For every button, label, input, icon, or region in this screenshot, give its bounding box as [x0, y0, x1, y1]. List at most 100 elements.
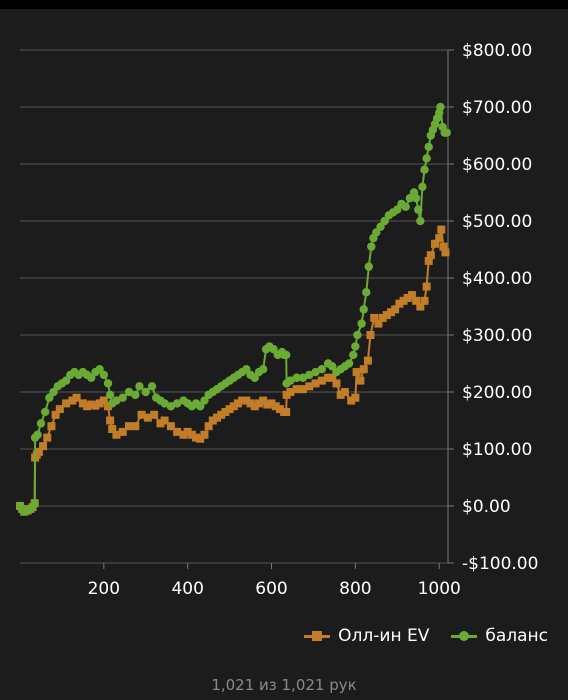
data-point — [166, 422, 175, 431]
data-point — [68, 396, 77, 405]
data-point — [183, 427, 192, 436]
y-tick-label: -$100.00 — [462, 554, 538, 574]
data-point — [367, 242, 376, 251]
hands-count: 1,021 из 1,021 рук — [211, 676, 357, 694]
data-point — [324, 373, 333, 382]
data-point — [267, 399, 276, 408]
data-point — [442, 128, 451, 137]
legend-item-allin-ev[interactable]: Олл-ин EV — [304, 626, 429, 646]
data-point — [292, 385, 301, 394]
data-point — [412, 296, 421, 305]
data-point — [131, 390, 140, 400]
data-point — [254, 399, 263, 408]
data-point — [370, 313, 379, 322]
data-point — [124, 422, 133, 431]
data-point — [374, 319, 383, 328]
data-point — [225, 405, 234, 414]
data-point — [292, 373, 301, 382]
series-balance — [15, 102, 451, 516]
data-point — [221, 407, 230, 416]
data-point — [229, 402, 238, 411]
data-point — [399, 296, 408, 305]
x-tick-label: 600 — [255, 579, 287, 599]
data-point — [344, 359, 354, 368]
data-point — [420, 296, 429, 305]
y-tick-label: $200.00 — [462, 383, 532, 403]
data-point — [137, 410, 146, 419]
data-point — [99, 396, 108, 405]
circle-marker-icon — [451, 629, 478, 643]
data-point — [87, 400, 96, 409]
data-point — [135, 382, 144, 391]
data-point — [349, 350, 358, 360]
data-point — [298, 373, 308, 382]
data-point — [150, 410, 159, 419]
data-point — [424, 256, 433, 265]
data-point — [439, 242, 448, 251]
data-point — [286, 376, 295, 385]
data-point — [366, 331, 375, 339]
data-point — [298, 385, 307, 394]
data-point — [242, 396, 251, 405]
data-point — [353, 330, 362, 340]
data-point — [192, 433, 201, 442]
data-point — [420, 165, 429, 174]
data-point — [258, 365, 268, 374]
line-chart: $800.00 $700.00 $600.00 $500.00 $400.00 $300.… — [15, 41, 538, 599]
data-point — [91, 401, 100, 410]
data-point — [156, 419, 165, 428]
x-tick-label: 800 — [339, 579, 371, 599]
data-point — [411, 194, 421, 203]
data-point — [200, 430, 209, 439]
x-axis-labels: 200 400 600 800 1000 — [88, 579, 461, 599]
data-point — [441, 248, 450, 257]
data-point — [395, 299, 404, 308]
data-point — [407, 291, 416, 300]
y-tick-label: $100.00 — [462, 440, 532, 460]
data-point — [40, 407, 50, 417]
series-group — [15, 102, 451, 516]
legend-label: баланс — [485, 626, 548, 646]
data-point — [437, 225, 446, 234]
data-point — [217, 410, 226, 419]
legend: Олл-ин EV баланс — [304, 618, 548, 654]
square-marker-icon — [304, 629, 331, 643]
status-bar — [0, 0, 568, 9]
x-tick-label: 1000 — [418, 579, 461, 599]
data-point — [332, 379, 341, 388]
data-point — [179, 430, 188, 439]
data-point — [286, 388, 295, 396]
data-point — [422, 154, 431, 163]
data-point — [317, 376, 326, 385]
data-point — [246, 399, 255, 408]
data-point — [328, 373, 337, 382]
data-point — [364, 262, 373, 271]
data-point — [347, 396, 356, 405]
data-point — [187, 430, 196, 439]
data-point — [401, 202, 410, 211]
data-point — [418, 182, 427, 191]
data-point — [305, 382, 314, 391]
data-point — [43, 433, 52, 442]
data-point — [352, 368, 361, 377]
data-point — [30, 498, 39, 508]
data-point — [118, 393, 127, 402]
data-point — [414, 205, 423, 214]
data-point — [36, 419, 46, 428]
data-point — [160, 416, 169, 425]
data-point — [34, 447, 43, 456]
legend-marker — [312, 631, 323, 641]
data-point — [196, 434, 205, 443]
data-point — [340, 388, 349, 396]
data-point — [362, 288, 371, 297]
data-point — [105, 390, 115, 400]
data-point — [357, 319, 366, 328]
data-point — [118, 427, 127, 436]
data-point — [416, 216, 425, 226]
data-point — [435, 234, 444, 243]
data-point — [305, 370, 314, 380]
data-point — [351, 393, 360, 402]
legend-item-balance[interactable]: баланс — [451, 626, 548, 646]
data-point — [311, 379, 320, 388]
data-point — [112, 430, 121, 439]
